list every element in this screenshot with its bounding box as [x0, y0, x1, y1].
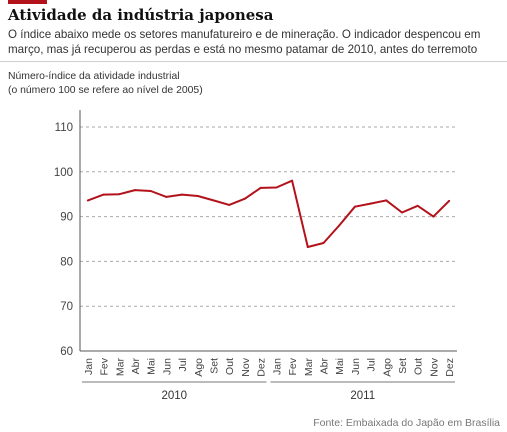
data-point-0-13	[291, 179, 294, 182]
x-tick-label-23: Dez	[444, 358, 456, 377]
x-tick-label-3: Abr	[130, 358, 142, 375]
x-tick-label-0: Jan	[83, 358, 95, 375]
y-tick-label-100: 100	[54, 167, 73, 179]
x-tick-label-14: Mar	[303, 358, 315, 377]
data-point-0-7	[196, 194, 199, 197]
x-tick-label-19: Ago	[381, 358, 393, 377]
y-tick-label-70: 70	[60, 301, 73, 313]
data-point-0-17	[353, 205, 356, 208]
y-tick-label-90: 90	[60, 212, 73, 224]
data-point-0-16	[338, 224, 341, 227]
data-point-0-21	[416, 204, 419, 207]
year-label-0: 2010	[161, 390, 187, 402]
y-tick-label-80: 80	[60, 256, 73, 268]
data-point-0-9	[228, 203, 231, 206]
data-point-0-18	[369, 202, 372, 205]
x-tick-label-12: Jan	[271, 358, 283, 375]
chart-title: Atividade da indústria japonesa	[8, 6, 274, 24]
data-point-0-6	[181, 193, 184, 196]
x-tick-label-1: Fev	[99, 357, 111, 375]
data-point-0-8	[212, 199, 215, 202]
data-point-0-22	[432, 215, 435, 218]
x-tick-label-13: Fev	[287, 357, 299, 375]
y-axis-label-line-1: Número-índice da atividade industrial	[8, 71, 180, 82]
x-tick-label-10: Nov	[240, 357, 252, 376]
x-tick-label-22: Nov	[428, 357, 440, 376]
x-tick-label-11: Dez	[256, 358, 268, 377]
y-axis-label: Número-índice da atividade industrial (o…	[8, 70, 203, 98]
data-point-0-12	[275, 186, 278, 189]
y-axis-label-line-2: (o número 100 se refere ao nível de 2005…	[8, 85, 203, 96]
x-tick-label-21: Out	[413, 358, 425, 375]
x-tick-label-6: Jul	[177, 358, 189, 371]
x-tick-label-16: Mai	[334, 358, 346, 375]
x-tick-label-9: Out	[224, 358, 236, 375]
y-tick-label-60: 60	[60, 346, 73, 358]
data-point-0-1	[102, 193, 105, 196]
y-tick-label-110: 110	[55, 122, 73, 134]
data-point-0-23	[448, 199, 451, 202]
header-divider	[0, 61, 507, 62]
chart-subtitle: O índice abaixo mede os setores manufatu…	[8, 28, 481, 56]
series-line-0	[87, 179, 450, 248]
x-tick-label-4: Mai	[146, 358, 158, 375]
data-point-0-3	[133, 189, 136, 192]
x-tick-label-17: Jun	[350, 358, 362, 375]
data-point-0-19	[385, 199, 388, 202]
data-point-0-2	[118, 193, 121, 196]
x-tick-label-7: Ago	[193, 358, 205, 377]
x-tick-label-8: Set	[209, 358, 221, 374]
data-point-0-4	[149, 190, 152, 193]
x-tick-label-15: Abr	[318, 358, 330, 375]
data-point-0-10	[243, 197, 246, 200]
x-tick-label-5: Jun	[161, 358, 173, 375]
data-point-0-0	[86, 199, 89, 202]
x-tick-label-2: Mar	[114, 358, 126, 377]
data-point-0-14	[306, 246, 309, 249]
data-point-0-5	[165, 195, 168, 198]
year-label-1: 2011	[350, 390, 375, 402]
data-point-0-11	[259, 186, 262, 189]
data-point-0-20	[401, 211, 404, 214]
title-accent-bar	[8, 0, 47, 4]
source-note: Fonte: Embaixada do Japão em Brasília	[313, 417, 500, 429]
data-point-0-15	[322, 242, 325, 245]
x-tick-label-18: Jul	[366, 358, 378, 371]
x-tick-label-20: Set	[397, 358, 409, 374]
